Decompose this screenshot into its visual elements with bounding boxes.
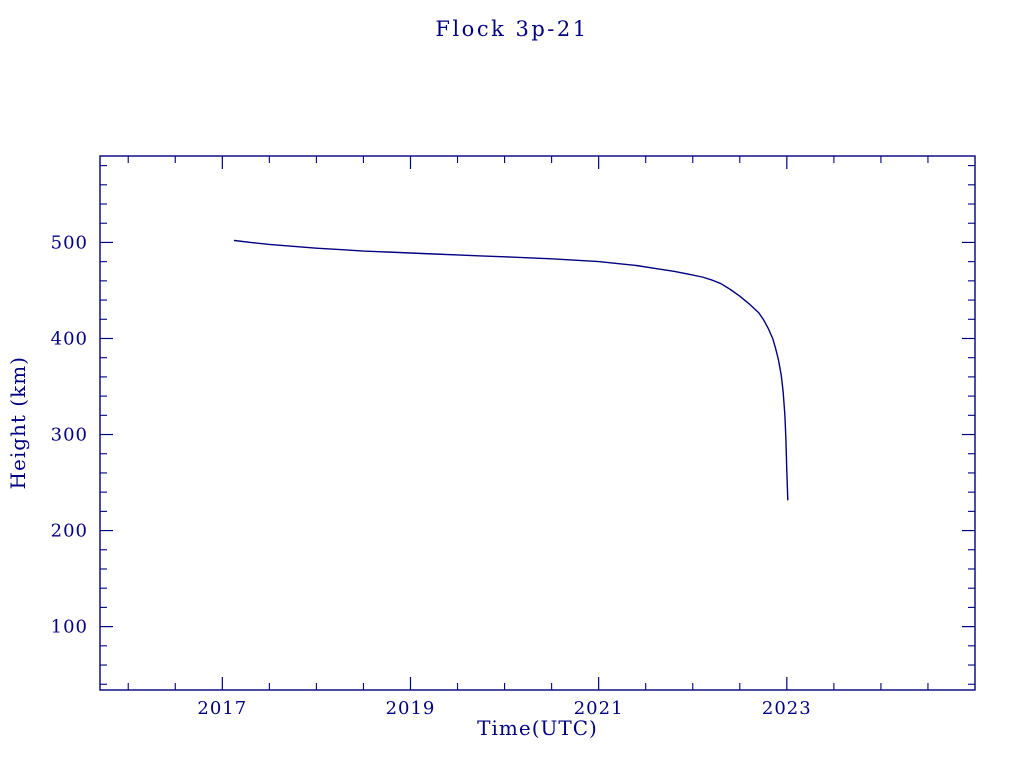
svg-text:2021: 2021 (574, 698, 624, 719)
svg-text:2023: 2023 (762, 698, 812, 719)
svg-text:2019: 2019 (386, 698, 436, 719)
svg-text:2017: 2017 (197, 698, 247, 719)
x-axis-label: Time(UTC) (477, 716, 598, 740)
svg-text:300: 300 (51, 425, 88, 446)
svg-text:500: 500 (51, 232, 88, 253)
svg-text:400: 400 (51, 328, 88, 349)
chart-title: Flock 3p-21 (435, 17, 589, 41)
svg-text:200: 200 (51, 521, 88, 542)
svg-text:100: 100 (51, 617, 88, 638)
